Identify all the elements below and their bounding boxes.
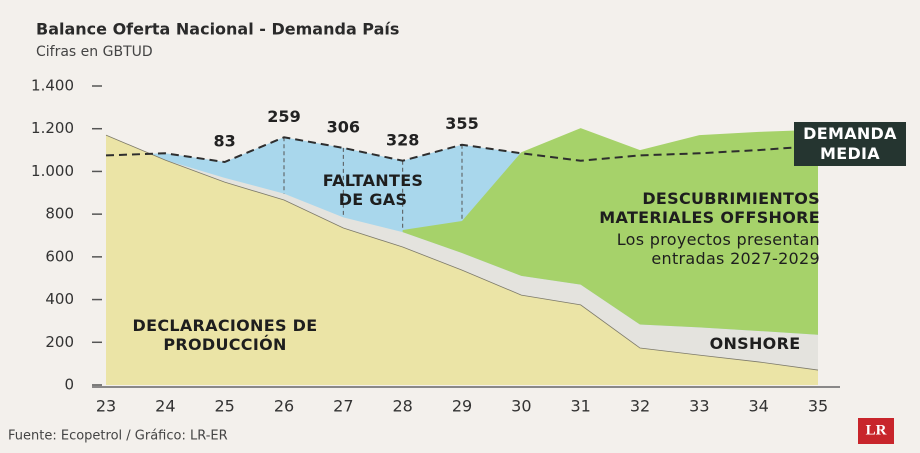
x-tick-label: 27 xyxy=(333,397,353,416)
x-tick-label: 25 xyxy=(214,397,234,416)
demand-label: DEMANDA MEDIA xyxy=(794,122,906,166)
x-tick-label: 33 xyxy=(689,397,709,416)
source: Fuente: Ecopetrol / Gráfico: LR-ER xyxy=(8,429,228,444)
supply-area xyxy=(106,135,818,371)
x-tick-label: 28 xyxy=(392,397,412,416)
series-label: DECLARACIONES DE PRODUCCIÓN xyxy=(132,316,318,354)
x-tick-label: 26 xyxy=(274,397,294,416)
x-tick-label: 24 xyxy=(155,397,175,416)
x-tick-label: 31 xyxy=(570,397,590,416)
y-tick-label: 1.000 xyxy=(31,162,74,180)
series-label: DESCUBRIMIENTOS MATERIALES OFFSHORE xyxy=(599,189,820,227)
x-tick-label: 34 xyxy=(748,397,768,416)
y-tick-label: 1.200 xyxy=(31,119,74,137)
logo-box xyxy=(858,418,894,444)
y-tick-label: 1.400 xyxy=(31,77,74,95)
x-tick-label: 29 xyxy=(452,397,472,416)
series-label: ONSHORE xyxy=(709,334,801,353)
y-tick-label: 800 xyxy=(45,205,74,223)
x-tick-label: 23 xyxy=(96,397,116,416)
y-tick-label: 600 xyxy=(45,247,74,265)
x-tick-label: 30 xyxy=(511,397,531,416)
chart-title: Balance Oferta Nacional - Demanda País xyxy=(36,20,399,39)
chart-subtitle: Cifras en GBTUD xyxy=(36,44,153,60)
series-note: Los proyectos presentan entradas 2027-20… xyxy=(616,230,820,268)
shortfall-label: 306 xyxy=(327,117,360,136)
shortfall-label: 328 xyxy=(386,130,419,149)
supply-area xyxy=(106,135,818,385)
shortfall-label: 355 xyxy=(445,114,478,133)
demand-line xyxy=(105,136,819,164)
shortfall-label: 259 xyxy=(267,107,300,126)
shortfall-name: FALTANTES DE GAS xyxy=(322,171,424,209)
shortfall-label: 83 xyxy=(214,132,236,151)
y-tick-label: 200 xyxy=(45,333,74,351)
supply-area xyxy=(402,128,818,335)
supply-edge xyxy=(105,134,819,371)
x-tick-label: 35 xyxy=(808,397,828,416)
logo: LR xyxy=(866,422,887,438)
y-tick-label: 0 xyxy=(64,376,74,394)
x-tick-label: 32 xyxy=(630,397,650,416)
y-tick-label: 400 xyxy=(45,290,74,308)
